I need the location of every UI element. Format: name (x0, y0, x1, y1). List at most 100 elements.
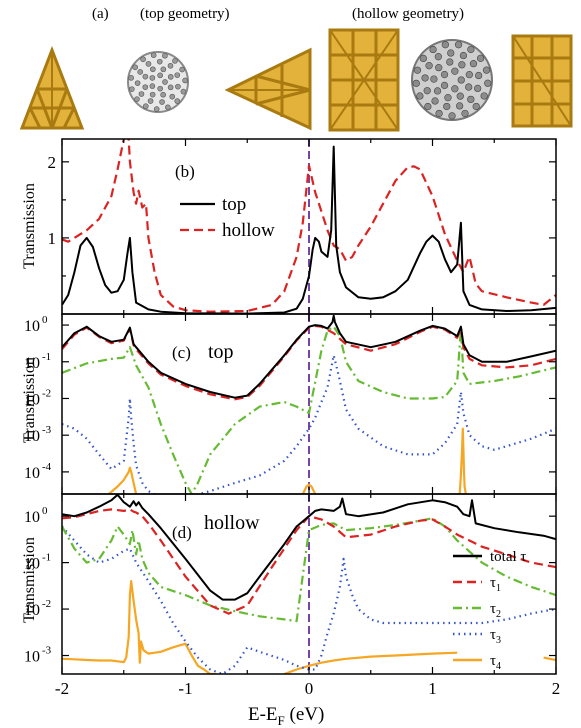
y-tick-label: 10 (24, 602, 40, 619)
y-tick-label: 10 (24, 318, 40, 335)
carbon-atom (429, 45, 437, 54)
carbon-atom (457, 76, 465, 84)
ylabel-panel-b: Transmission (21, 183, 38, 269)
carbon-atom (142, 73, 149, 80)
carbon-atom (480, 92, 488, 100)
carbon-atom (421, 74, 429, 82)
carbon-atom (182, 77, 188, 84)
c60-molecule-top-geometry (127, 51, 189, 113)
series-line-τ2 (62, 325, 556, 494)
carbon-atom (435, 64, 443, 72)
series-line-τ3 (62, 525, 556, 674)
carbon-atom (474, 84, 482, 93)
carbon-atom (167, 84, 174, 91)
carbon-atom (169, 93, 176, 100)
series-line-hollow (62, 139, 556, 313)
carbon-atom (446, 58, 454, 66)
carbon-atom (444, 94, 452, 102)
y-tick-label: 10 (24, 428, 40, 445)
panel-label: (c) (172, 343, 191, 362)
panel-label: (b) (175, 162, 195, 181)
carbon-atom (451, 85, 459, 93)
carbon-atom (482, 66, 491, 74)
carbon-atom (165, 104, 171, 111)
carbon-atom (424, 102, 432, 111)
carbon-atom (128, 86, 135, 92)
carbon-atom (142, 84, 149, 90)
carbon-atom (430, 75, 438, 83)
carbon-atom (461, 109, 469, 118)
series-group (62, 139, 556, 314)
y-tick-exponent: -1 (42, 552, 51, 564)
carbon-atom (454, 41, 463, 49)
carbon-atom (423, 87, 431, 95)
gold-electrode-right-hollow-geometry (511, 34, 573, 128)
y-tick-label: 10 (24, 465, 40, 482)
carbon-atom (412, 79, 420, 87)
carbon-atom (153, 106, 160, 112)
legend-label: τ1 (490, 575, 501, 594)
carbon-atom (434, 53, 442, 61)
carbon-atom (140, 56, 146, 63)
y-tick-exponent: -2 (42, 598, 51, 610)
carbon-atom (142, 103, 149, 110)
x-tick-label: 0 (305, 679, 314, 698)
carbon-atom (174, 98, 181, 104)
series-line-τ4 (108, 466, 138, 494)
series-line-τ4 (543, 656, 556, 662)
carbon-atom (180, 88, 187, 95)
carbon-atom (167, 62, 174, 69)
carbon-atom (157, 85, 163, 92)
carbon-atom (134, 80, 141, 86)
y-tick-exponent: -3 (42, 424, 52, 436)
carbon-atom (413, 66, 422, 74)
carbon-atom (132, 64, 138, 71)
carbon-atom (441, 41, 449, 49)
carbon-atom (156, 58, 163, 65)
series-line-τ4 (301, 483, 317, 494)
legend-label: τ4 (490, 653, 501, 672)
carbon-atom (416, 92, 424, 100)
legend-label: τ2 (490, 601, 501, 620)
carbon-atom (476, 54, 485, 62)
carbon-atom (484, 79, 492, 87)
panel-title: hollow (204, 512, 260, 534)
y-tick-exponent: -1 (42, 351, 51, 363)
carbon-atom (174, 72, 181, 78)
carbon-atom (138, 91, 145, 97)
carbon-atom (160, 91, 166, 98)
series-line-τ2 (62, 517, 556, 623)
panel-b-linear-transmission: 1 2 (b) top hollow (48, 138, 557, 315)
gold-electrode-right-top-geometry (224, 47, 312, 131)
y-tick-label: 10 (24, 649, 40, 666)
carbon-atom (469, 60, 478, 68)
series-line-τ1 (62, 508, 556, 615)
carbon-atom (459, 51, 468, 60)
structure-illustrations (19, 28, 573, 132)
y-tick-exponent: -2 (42, 387, 51, 399)
series-line-total (62, 314, 556, 399)
carbon-atom (128, 75, 134, 81)
carbon-atom (145, 61, 152, 67)
ylabel-panel-c: Transmission (21, 357, 38, 443)
carbon-atom (431, 97, 439, 105)
carbon-atom (443, 102, 451, 111)
series-line-top (62, 145, 556, 314)
carbon-atom (440, 70, 449, 79)
carbon-atom (433, 87, 442, 95)
y-tick-exponent: 0 (42, 314, 48, 326)
legend-label: total τ (490, 549, 526, 565)
series-group (62, 314, 556, 494)
y-tick-label: 10 (24, 509, 40, 526)
carbon-atom (162, 52, 168, 59)
legend-label: top (222, 194, 246, 215)
carbon-atom (159, 99, 165, 105)
carbon-atom (419, 54, 427, 63)
carbon-atom (160, 66, 167, 73)
xlabel: E-EF (eV) (248, 704, 324, 728)
gold-electrode-left-top-geometry (19, 45, 85, 130)
hollow-geometry-title: (hollow geometry) (352, 6, 464, 22)
carbon-atom (149, 75, 156, 81)
carbon-atom (134, 96, 140, 103)
